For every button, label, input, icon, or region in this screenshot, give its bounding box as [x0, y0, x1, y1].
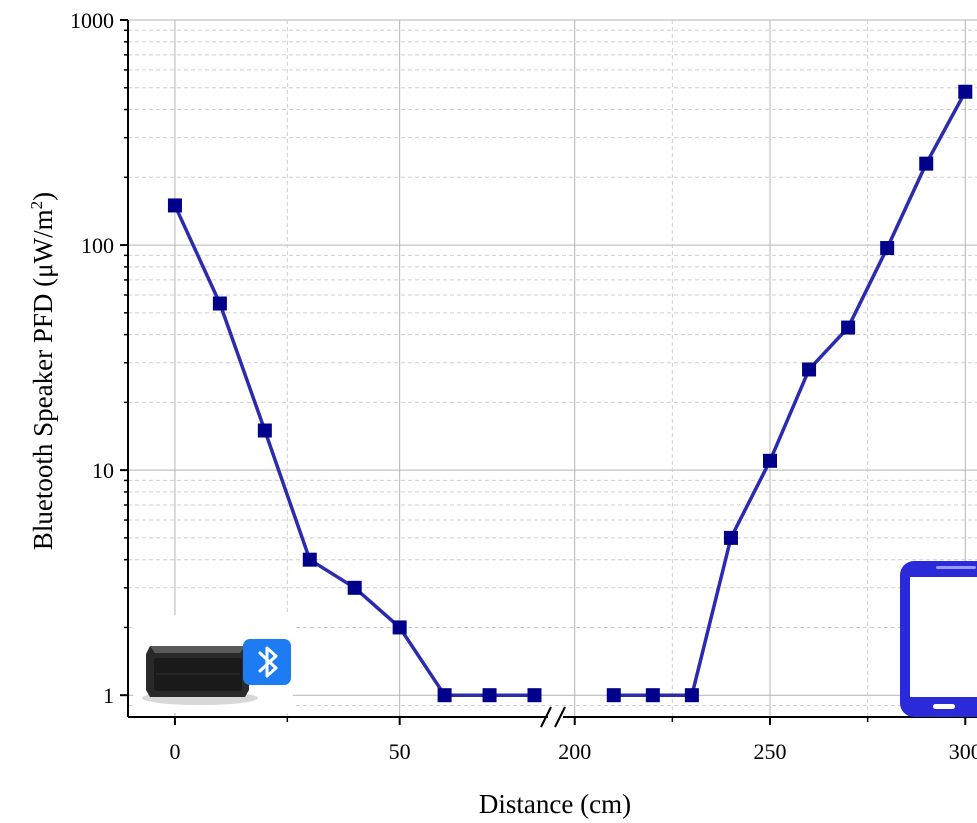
ticks: 1 10 100 1000 0 50 200 250 300 — [70, 8, 977, 764]
y-tick-label: 100 — [81, 233, 114, 258]
data-point-marker — [723, 530, 738, 545]
data-point-marker — [482, 688, 497, 703]
y-tick-label: 1000 — [70, 8, 114, 33]
grid — [128, 19, 977, 717]
axis-break-mark — [540, 706, 552, 728]
y-tick-label: 1 — [103, 683, 114, 708]
data-point-marker — [302, 552, 317, 567]
x-tick-label: 50 — [389, 739, 411, 764]
x-tick-label: 0 — [169, 739, 180, 764]
data-point-marker — [257, 423, 272, 438]
data-point-marker — [527, 688, 542, 703]
data-point-marker — [684, 688, 699, 703]
y-axis-title: Bluetooth Speaker PFD (μW/m2) — [27, 192, 58, 550]
y-axis-title-main: Bluetooth Speaker PFD (μW/m — [28, 209, 58, 550]
data-point-marker — [880, 241, 895, 256]
data-point-marker — [212, 296, 227, 311]
data-point-marker — [919, 156, 934, 171]
data-point-marker — [841, 320, 856, 335]
data-point-marker — [606, 688, 621, 703]
data-point-marker — [392, 620, 407, 635]
data-point-marker — [437, 688, 452, 703]
x-axis-title: Distance (cm) — [479, 789, 631, 819]
x-tick-label: 300 — [949, 739, 977, 764]
x-tick-label: 250 — [754, 739, 787, 764]
y-axis-title-close: ) — [28, 192, 58, 201]
data-point-marker — [645, 688, 660, 703]
data-point-marker — [763, 453, 777, 468]
y-axis-title-superscript: 2 — [27, 201, 46, 210]
data-point-marker — [167, 198, 182, 213]
bluetooth-icon — [243, 639, 291, 685]
smartphone-icon — [900, 561, 977, 717]
data-point-marker — [958, 84, 973, 99]
y-tick-label: 10 — [92, 458, 114, 483]
series-markers — [167, 84, 973, 703]
data-point-marker — [802, 362, 817, 377]
data-point-marker — [347, 580, 362, 595]
series-line — [173, 90, 967, 697]
series-line-segment — [613, 90, 967, 697]
axis-break-mark — [554, 706, 566, 728]
x-tick-label: 200 — [558, 739, 591, 764]
